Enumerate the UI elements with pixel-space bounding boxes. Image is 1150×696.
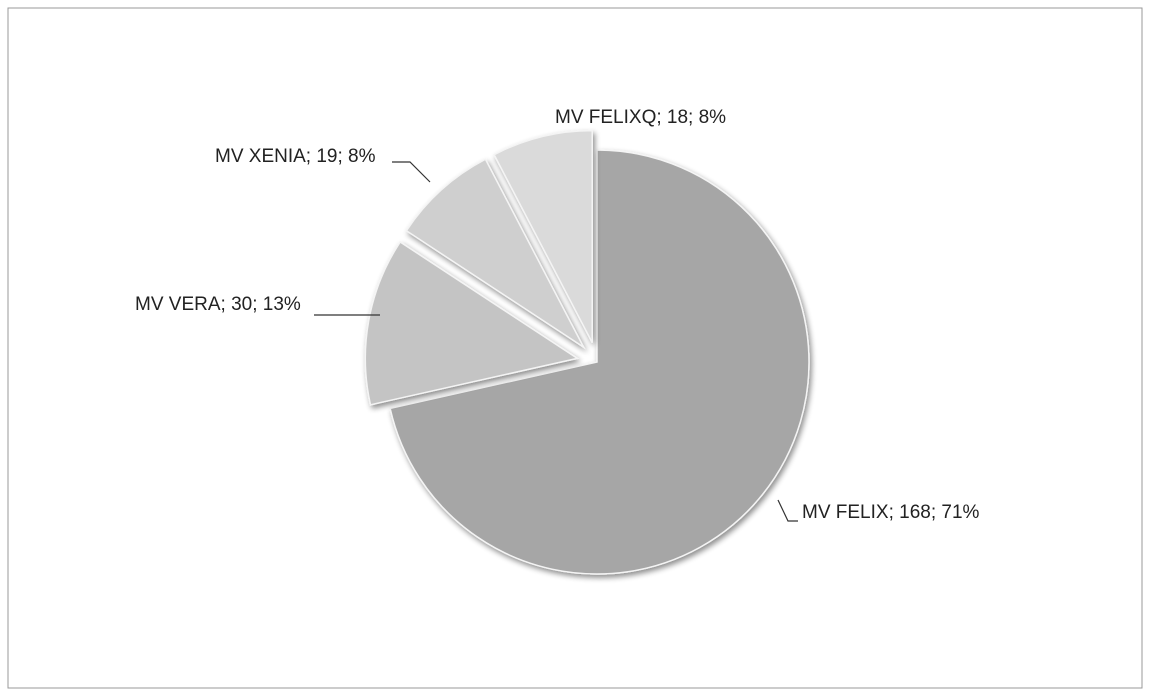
data-label: MV VERA; 30; 13% (135, 294, 301, 315)
chart-frame (7, 7, 1143, 689)
data-label: MV FELIX; 168; 71% (802, 502, 980, 523)
pie-slice (389, 149, 810, 575)
leader-line (777, 499, 798, 522)
leader-line (392, 161, 431, 183)
data-label: MV FELIXQ; 18; 8% (555, 107, 726, 128)
pie-slice (405, 158, 586, 350)
pie-slice (493, 129, 593, 343)
data-label: MV XENIA; 19; 8% (215, 146, 376, 167)
pie-slice (364, 240, 580, 406)
